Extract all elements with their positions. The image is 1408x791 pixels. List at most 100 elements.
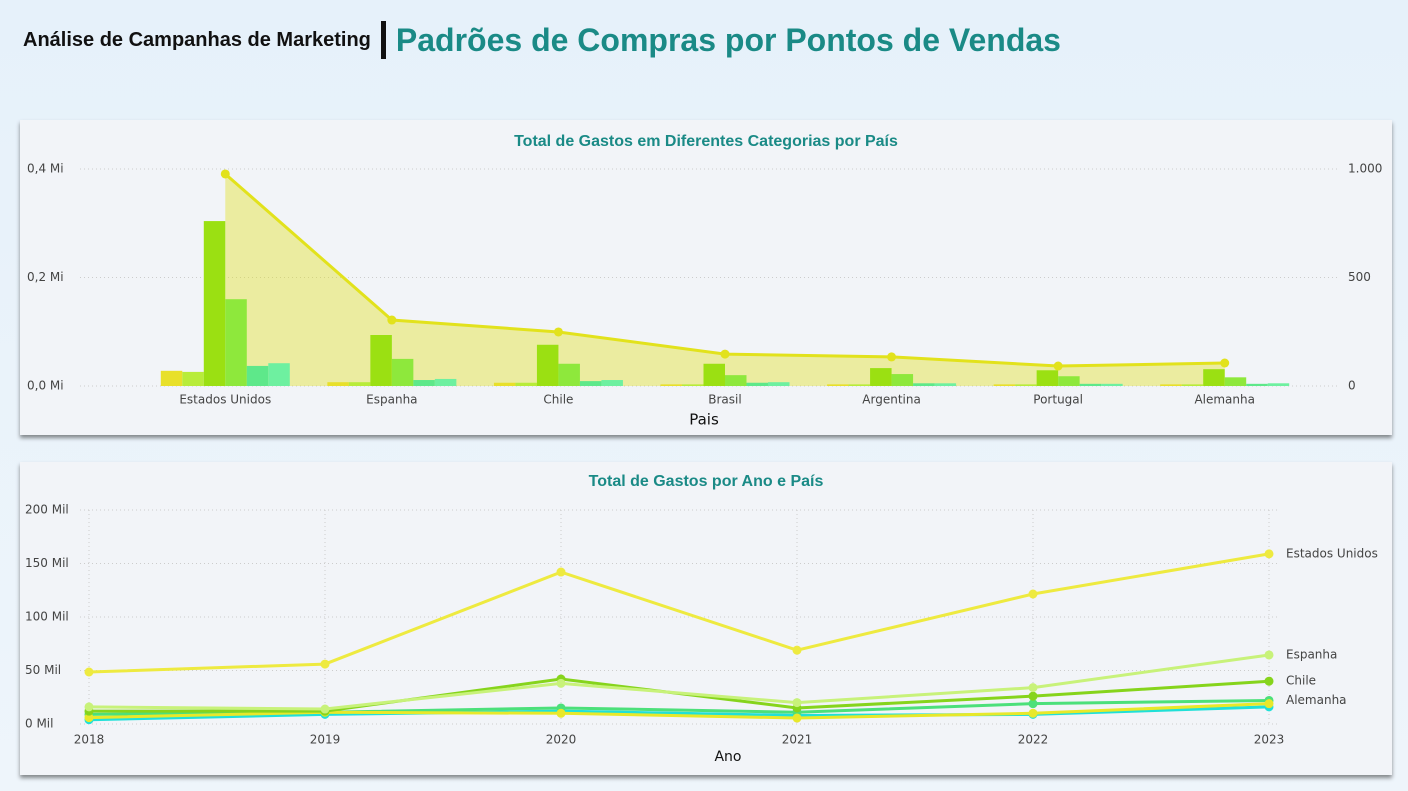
- x-axis-label: Pais: [689, 411, 719, 429]
- x-tick-label: 2022: [1018, 733, 1049, 747]
- chart: Total de Gastos por Ano e País 0 Mil 50 Mi…: [25, 473, 1378, 765]
- x-tick-label: 2019: [310, 733, 341, 747]
- x-tick-label: Argentina: [862, 393, 921, 407]
- bar: [370, 335, 392, 386]
- point: [792, 645, 802, 655]
- card: Total de Gastos em Diferentes Categorias…: [20, 120, 1392, 435]
- bar: [160, 370, 183, 386]
- y-tick-label: 0,2 Mi: [27, 270, 64, 284]
- x-tick-label: Chile: [543, 393, 573, 407]
- bar: [493, 382, 516, 386]
- x-tick-label: 2018: [74, 733, 105, 747]
- line: [88, 552, 1270, 674]
- point: [1264, 549, 1274, 559]
- bar: [848, 384, 871, 386]
- bar: [827, 384, 849, 386]
- series-label: Espanha: [1286, 647, 1337, 661]
- y-tick-label: 1.000: [1348, 162, 1382, 176]
- point: [1264, 699, 1274, 709]
- bar: [1036, 370, 1059, 386]
- chart: Total de Gastos em Diferentes Categorias…: [27, 133, 1382, 429]
- line: [89, 677, 1270, 713]
- line: [88, 653, 1270, 711]
- x-axis-label: Ano: [714, 749, 741, 765]
- separator: [380, 21, 386, 59]
- bar: [746, 382, 768, 386]
- bar: [1224, 377, 1247, 386]
- x-tick-label: Estados Unidos: [179, 393, 271, 407]
- chart-title: Total de Gastos em Diferentes Categorias…: [514, 133, 898, 150]
- series-label: Chile: [1286, 674, 1316, 688]
- point: [792, 698, 802, 708]
- bar: [327, 382, 349, 386]
- bar: [268, 363, 290, 386]
- point: [553, 327, 563, 337]
- point: [556, 678, 566, 688]
- point: [1028, 683, 1038, 693]
- dashboard-title: Análise de Campanhas de Marketing: [23, 28, 371, 51]
- x-tick-label: 2021: [782, 733, 813, 747]
- x-tick-label: Espanha: [366, 393, 417, 407]
- y-tick-label: 50 Mil: [25, 663, 61, 677]
- bar: [515, 382, 537, 386]
- bar: [1203, 369, 1225, 386]
- x-tick-label: Brasil: [708, 393, 741, 407]
- bar: [682, 384, 704, 386]
- y-tick-label: 0,4 Mi: [27, 162, 64, 176]
- bar: [413, 380, 435, 386]
- bar: [1160, 384, 1182, 386]
- bar: [1267, 383, 1290, 386]
- point: [220, 169, 230, 179]
- series-label: Estados Unidos: [1286, 546, 1378, 560]
- bar: [203, 221, 226, 386]
- bar: [601, 380, 623, 386]
- point: [320, 659, 330, 669]
- point: [556, 708, 566, 718]
- point: [1028, 699, 1038, 709]
- point: [1053, 361, 1063, 371]
- bar: [1058, 376, 1080, 386]
- bar: [225, 299, 247, 386]
- point: [320, 704, 330, 714]
- header: Análise de Campanhas de Marketing Padrõe…: [23, 18, 1061, 62]
- x-tick-label: Alemanha: [1194, 393, 1255, 407]
- point: [1028, 589, 1038, 599]
- y-tick-label: 150 Mil: [25, 556, 69, 570]
- bar: [660, 384, 682, 386]
- point: [387, 315, 397, 325]
- point: [84, 713, 94, 723]
- point: [720, 349, 730, 359]
- point: [792, 713, 802, 723]
- point: [1264, 650, 1274, 660]
- bar: [182, 371, 204, 386]
- bar: [913, 383, 935, 386]
- point: [84, 702, 94, 712]
- bar: [993, 384, 1016, 386]
- bar: [558, 363, 580, 386]
- bar: [536, 344, 559, 386]
- y-tick-label: 200 Mil: [25, 503, 69, 517]
- point: [1220, 358, 1230, 368]
- point: [84, 667, 94, 677]
- bar: [870, 368, 892, 386]
- bar: [1101, 383, 1123, 386]
- x-tick-label: 2020: [546, 733, 577, 747]
- line: [88, 702, 1270, 720]
- point: [887, 352, 897, 362]
- chart-title: Total de Gastos por Ano e País: [589, 473, 824, 490]
- bar: [703, 363, 725, 386]
- bar: [348, 382, 371, 386]
- bar: [891, 374, 914, 386]
- bar: [725, 375, 747, 386]
- bar: [246, 365, 269, 386]
- bar: [1246, 383, 1268, 386]
- dashboard-subtitle: Padrões de Compras por Pontos de Vendas: [395, 21, 1061, 58]
- bar: [434, 378, 457, 386]
- point: [1264, 676, 1274, 686]
- bar: [1181, 384, 1204, 386]
- bar: [579, 381, 602, 386]
- bar: [934, 383, 957, 386]
- y-tick-label: 100 Mil: [25, 610, 69, 624]
- point: [556, 567, 566, 577]
